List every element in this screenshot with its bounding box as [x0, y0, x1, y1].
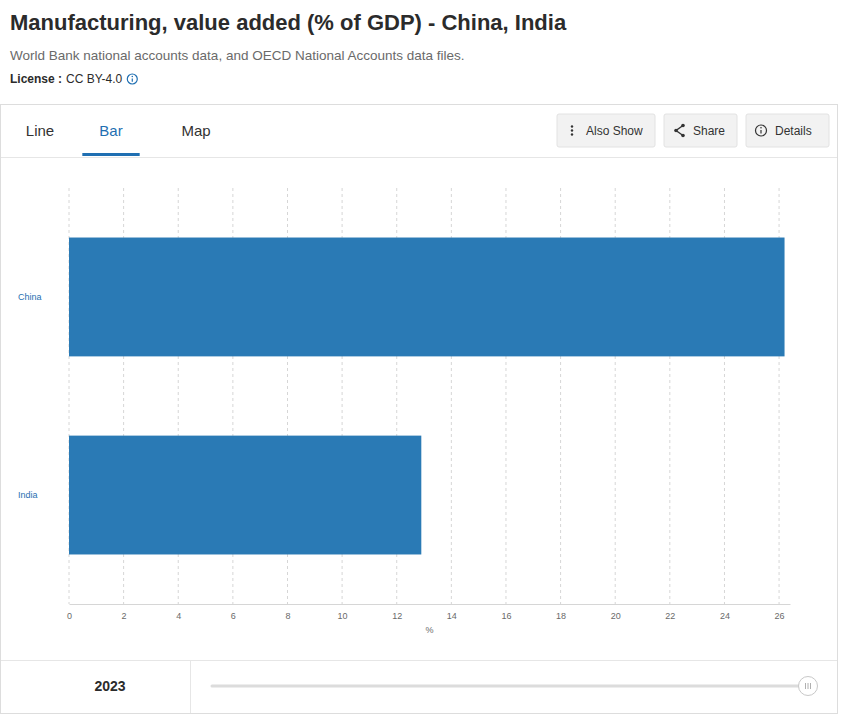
category-axis: China India — [18, 292, 42, 500]
year: 2023 — [94, 678, 125, 694]
tick-label: 14 — [447, 611, 457, 621]
tick: 14 — [447, 604, 457, 621]
icon-node[interactable] — [681, 134, 685, 138]
tab-divider — [1, 157, 837, 158]
category-label: China — [18, 292, 42, 302]
icon-info-dot[interactable] — [760, 127, 762, 129]
footer-separator — [190, 661, 191, 713]
icon-info-stem[interactable] — [760, 130, 761, 134]
button-box[interactable] — [746, 114, 829, 147]
tick: 20 — [611, 604, 621, 621]
slider-knob-grip[interactable] — [805, 683, 806, 689]
button-box[interactable] — [557, 114, 655, 147]
button-icon[interactable] — [674, 124, 685, 138]
slider-knob-grip[interactable] — [810, 683, 811, 689]
tick-label: 10 — [338, 611, 348, 621]
page: Manufacturing, value added (% of GDP) - … — [0, 0, 848, 714]
info-icon[interactable] — [127, 74, 137, 84]
tick: 22 — [665, 604, 675, 621]
tick-label: 16 — [501, 611, 511, 621]
tab[interactable]: Line — [26, 122, 54, 139]
category-tick: India — [18, 490, 38, 500]
tab[interactable]: Map — [181, 122, 210, 139]
tick-label: 22 — [665, 611, 675, 621]
subtitle: World Bank national accounts data, and O… — [10, 48, 465, 63]
button[interactable]: Details — [746, 114, 829, 147]
icon-dot[interactable] — [571, 125, 573, 127]
tab-underline — [82, 153, 139, 156]
button[interactable]: Share — [664, 114, 737, 147]
tick-label: 2 — [122, 611, 127, 621]
tick: 8 — [285, 604, 290, 621]
bars — [69, 238, 785, 555]
category-tick: China — [18, 292, 42, 302]
tick: 26 — [775, 604, 785, 621]
button-icon[interactable] — [756, 125, 767, 136]
button-icon[interactable] — [571, 125, 573, 135]
icon-dot[interactable] — [571, 129, 573, 131]
title: Manufacturing, value added (% of GDP) - … — [10, 10, 567, 35]
button-label[interactable]: Also Show — [586, 124, 643, 138]
icon-node[interactable] — [681, 124, 685, 128]
slider-track[interactable] — [212, 685, 808, 688]
info-icon-dot[interactable] — [131, 76, 133, 78]
button-label[interactable]: Share — [693, 124, 725, 138]
slider-knob[interactable] — [799, 677, 818, 696]
info-icon-circle[interactable] — [127, 74, 137, 84]
panel — [1, 105, 838, 714]
tick-label: 18 — [556, 611, 566, 621]
tick-label: 6 — [231, 611, 236, 621]
tick: 24 — [720, 604, 730, 621]
button-box[interactable] — [664, 114, 737, 147]
tick: 4 — [176, 604, 181, 621]
tick: 18 — [556, 604, 566, 621]
axis-line — [70, 604, 791, 605]
bar — [69, 436, 421, 555]
axis-title: % — [425, 625, 433, 635]
value-axis: 02468101214161820222426 — [67, 604, 791, 621]
tick-label: 24 — [720, 611, 730, 621]
tick: 0 — [67, 604, 72, 621]
tick-label: 12 — [392, 611, 402, 621]
tick-label: 0 — [67, 611, 72, 621]
tab[interactable]: Bar — [99, 122, 122, 139]
bar — [69, 238, 785, 357]
tick: 6 — [231, 604, 236, 621]
info-icon-stem[interactable] — [132, 79, 133, 82]
tick-label: 26 — [775, 611, 785, 621]
tick-label: 4 — [176, 611, 181, 621]
license-label: License : — [10, 72, 62, 86]
tick: 10 — [338, 604, 348, 621]
slider-knob-grip[interactable] — [808, 683, 809, 689]
tick-label: 8 — [285, 611, 290, 621]
category-label: India — [18, 490, 38, 500]
tick: 16 — [501, 604, 511, 621]
license: CC BY-4.0 — [66, 72, 123, 86]
button[interactable]: Also Show — [557, 114, 655, 147]
button-label[interactable]: Details — [775, 124, 812, 138]
tick-label: 20 — [611, 611, 621, 621]
icon-dot[interactable] — [571, 133, 573, 135]
icon-info[interactable] — [756, 125, 767, 136]
footer-divider — [1, 660, 837, 661]
tick: 12 — [392, 604, 402, 621]
slider-knob-circle[interactable] — [799, 677, 818, 696]
icon-node[interactable] — [674, 129, 678, 133]
tick: 2 — [122, 604, 127, 621]
